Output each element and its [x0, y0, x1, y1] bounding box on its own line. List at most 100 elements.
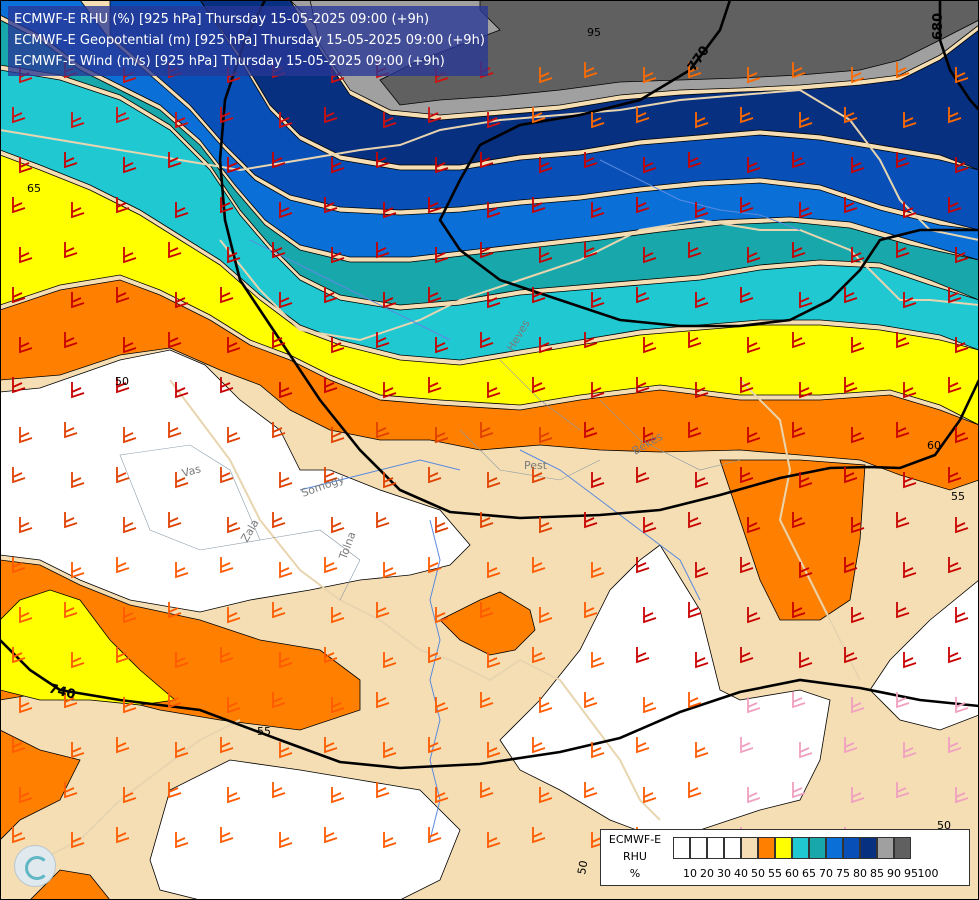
wind-barb-icon — [643, 157, 657, 174]
wind-barb-icon — [324, 107, 338, 124]
wind-barbs — [12, 62, 969, 849]
legend-tick: 20 — [700, 867, 714, 880]
wind-barb-icon — [376, 242, 390, 259]
wind-barb-icon — [480, 152, 494, 169]
wind-barb-icon — [896, 512, 910, 529]
wind-barb-icon — [175, 292, 189, 309]
wind-barb-icon — [643, 517, 657, 534]
wind-barb-icon — [740, 197, 754, 214]
wind-barb-icon — [227, 787, 241, 804]
wind-barb-icon — [19, 787, 33, 804]
wind-barb-icon — [584, 152, 598, 169]
wind-barb-icon — [272, 782, 286, 799]
wind-barb-icon — [220, 647, 234, 664]
place-label-pest: Pest — [524, 459, 548, 472]
legend-swatch — [673, 837, 690, 859]
rhu-label-50: 50 — [115, 375, 129, 388]
wind-barb-icon — [279, 652, 293, 669]
wind-barb-icon — [948, 197, 962, 214]
wind-barb-icon — [851, 157, 865, 174]
rhu-band-80-85 — [109, 0, 979, 231]
wind-barb-icon — [896, 782, 910, 799]
wind-barb-icon — [227, 517, 241, 534]
wind-barb-icon — [584, 692, 598, 709]
legend-swatch — [707, 837, 724, 859]
wind-barb-icon — [376, 692, 390, 709]
wind-barb-icon — [12, 827, 26, 844]
wind-barb-icon — [116, 197, 130, 214]
wind-barb-icon — [279, 382, 293, 399]
wind-barb-icon — [688, 152, 702, 169]
wind-barb-icon — [123, 607, 137, 624]
wind-barb-icon — [175, 382, 189, 399]
wind-barb-icon — [740, 107, 754, 124]
wind-barb-icon — [331, 427, 345, 444]
wind-barb-icon — [480, 602, 494, 619]
wind-barb-icon — [792, 512, 806, 529]
wind-barb-icon — [487, 562, 501, 579]
wind-barb-icon — [799, 562, 813, 579]
wind-barb-icon — [19, 247, 33, 264]
wind-barb-icon — [272, 602, 286, 619]
rhu-band-55-60-centre — [439, 591, 536, 656]
wind-barb-icon — [12, 467, 26, 484]
wind-barb-icon — [123, 157, 137, 174]
wind-barb-icon — [168, 242, 182, 259]
legend-swatch — [860, 837, 877, 859]
wind-barb-icon — [116, 827, 130, 844]
wind-barb-icon — [428, 647, 442, 664]
wind-barb-icon — [480, 242, 494, 259]
legend-tick: 85 — [870, 867, 884, 880]
wind-barb-icon — [896, 692, 910, 709]
wind-barb-icon — [279, 472, 293, 489]
wind-barb-icon — [643, 787, 657, 804]
wind-barb-icon — [123, 787, 137, 804]
wind-barb-icon — [851, 517, 865, 534]
wind-barb-icon — [487, 742, 501, 759]
wind-barb-icon — [851, 787, 865, 804]
wind-barb-icon — [636, 377, 650, 394]
wind-barb-icon — [383, 562, 397, 579]
wind-barb-icon — [688, 602, 702, 619]
wind-barb-icon — [948, 647, 962, 664]
wind-barb-icon — [324, 827, 338, 844]
wind-barb-icon — [747, 337, 761, 354]
wind-barb-icon — [324, 737, 338, 754]
wind-barb-icon — [376, 782, 390, 799]
wind-barb-icon — [279, 202, 293, 219]
legend-swatch — [792, 837, 809, 859]
wind-barb-icon — [383, 382, 397, 399]
wind-barb-icon — [220, 377, 234, 394]
wind-barb-icon — [740, 557, 754, 574]
title-box: ECMWF-E RHU (%) [925 hPa] Thursday 15-05… — [8, 6, 488, 76]
rhu-band-70-75 — [0, 19, 979, 306]
wind-barb-icon — [12, 557, 26, 574]
geopotential-label-740: 740 — [47, 681, 77, 703]
wind-barb-icon — [584, 422, 598, 439]
wind-barb-icon — [71, 292, 85, 309]
rhu-label-50-east: 50 — [937, 819, 951, 832]
wind-barb-icon — [324, 467, 338, 484]
wind-barb-icon — [168, 512, 182, 529]
wind-barb-icon — [636, 287, 650, 304]
wind-barb-icon — [331, 607, 345, 624]
wind-barb-icon — [331, 517, 345, 534]
rhu-band-55-60-main — [0, 279, 979, 491]
wind-barb-icon — [688, 782, 702, 799]
wind-barb-icon — [64, 602, 78, 619]
wind-barb-icon — [12, 647, 26, 664]
legend-tick: 95 — [904, 867, 918, 880]
wind-barb-icon — [272, 152, 286, 169]
legend-swatch — [724, 837, 741, 859]
wind-barb-icon — [539, 607, 553, 624]
wind-barb-icon — [331, 337, 345, 354]
wind-barb-icon — [636, 467, 650, 484]
wind-barb-icon — [695, 202, 709, 219]
rhu-band-60-65-main — [0, 154, 979, 426]
wind-barb-icon — [851, 67, 865, 84]
wind-barb-icon — [747, 787, 761, 804]
geopotential-contour-770 — [218, 0, 979, 520]
wind-barb-icon — [844, 287, 858, 304]
wind-barb-icon — [688, 512, 702, 529]
wind-barb-icon — [948, 467, 962, 484]
